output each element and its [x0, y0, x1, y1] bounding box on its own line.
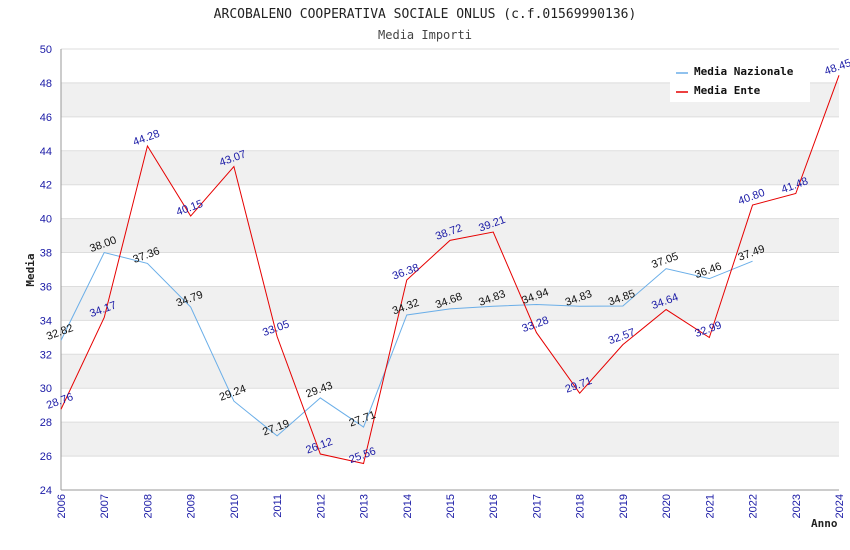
y-tick-label: 44	[40, 146, 52, 158]
legend: Media Nazionale Media Ente	[670, 58, 810, 102]
y-tick-label: 46	[40, 112, 52, 124]
chart-subtitle: Media Importi	[378, 28, 472, 42]
x-tick-label: 2009	[186, 494, 198, 518]
x-tick-label: 2012	[315, 494, 327, 518]
series-line-nazionale	[60, 251, 753, 437]
grid-lines	[61, 48, 839, 491]
grid-band	[61, 116, 839, 151]
grid-band	[61, 354, 839, 389]
y-tick-label: 32	[40, 349, 52, 361]
y-tick-label: 48	[40, 78, 52, 90]
x-tick-label: 2008	[142, 494, 154, 518]
y-tick-label: 36	[40, 281, 52, 293]
x-tick-label: 2017	[531, 494, 543, 518]
chart-title: ARCOBALENO COOPERATIVA SOCIALE ONLUS (c.…	[214, 7, 637, 22]
x-tick-label: 2007	[99, 494, 111, 518]
x-axis-label: Anno	[811, 517, 838, 530]
y-tick-label: 30	[40, 383, 52, 395]
x-tick-label: 2016	[488, 494, 500, 518]
grid-band	[61, 150, 839, 185]
x-tick-label: 2014	[402, 494, 414, 518]
grid-band	[61, 286, 839, 321]
grid-band	[61, 320, 839, 355]
x-tick-label: 2019	[618, 494, 630, 518]
y-tick-label: 26	[40, 451, 52, 463]
x-tick-label: 2015	[445, 494, 457, 518]
x-tick-label: 2018	[575, 494, 587, 518]
x-tick-label: 2023	[791, 494, 803, 518]
x-tick-label: 2021	[704, 494, 716, 518]
y-tick-label: 28	[40, 417, 52, 429]
axes	[60, 49, 839, 491]
grid-band	[61, 184, 839, 219]
x-tick-label: 2011	[272, 494, 284, 518]
legend-box	[670, 58, 810, 102]
y-tick-label: 24	[40, 485, 52, 497]
y-tick-label: 42	[40, 180, 52, 192]
x-tick-label: 2010	[229, 494, 241, 518]
series-lines	[60, 75, 840, 465]
grid-band	[61, 456, 839, 490]
x-tick-label: 2020	[661, 494, 673, 518]
grid-band	[61, 388, 839, 423]
y-tick-label: 40	[40, 214, 52, 226]
y-tick-label: 50	[40, 44, 52, 56]
grid-band	[61, 252, 839, 287]
x-tick-label: 2006	[56, 494, 68, 518]
x-tick-label: 2022	[748, 494, 760, 518]
y-tick-label: 34	[40, 315, 52, 327]
y-axis-label: Media	[24, 253, 37, 286]
x-tick-labels: 2006 2007 2008 2009 2010 2011 2012 2013 2014 2015…	[56, 494, 846, 518]
legend-label-nazionale: Media Nazionale	[694, 65, 794, 78]
series-line-ente	[60, 75, 840, 465]
grid-band	[61, 422, 839, 457]
grid-band	[61, 218, 839, 253]
x-tick-label: 2013	[359, 494, 371, 518]
x-tick-label: 2024	[834, 494, 846, 518]
y-tick-label: 38	[40, 248, 52, 260]
legend-label-ente: Media Ente	[694, 84, 761, 97]
y-tick-labels: 24 26 28 30 32 34 36 38 40 42 44 46 48 50	[40, 44, 52, 497]
